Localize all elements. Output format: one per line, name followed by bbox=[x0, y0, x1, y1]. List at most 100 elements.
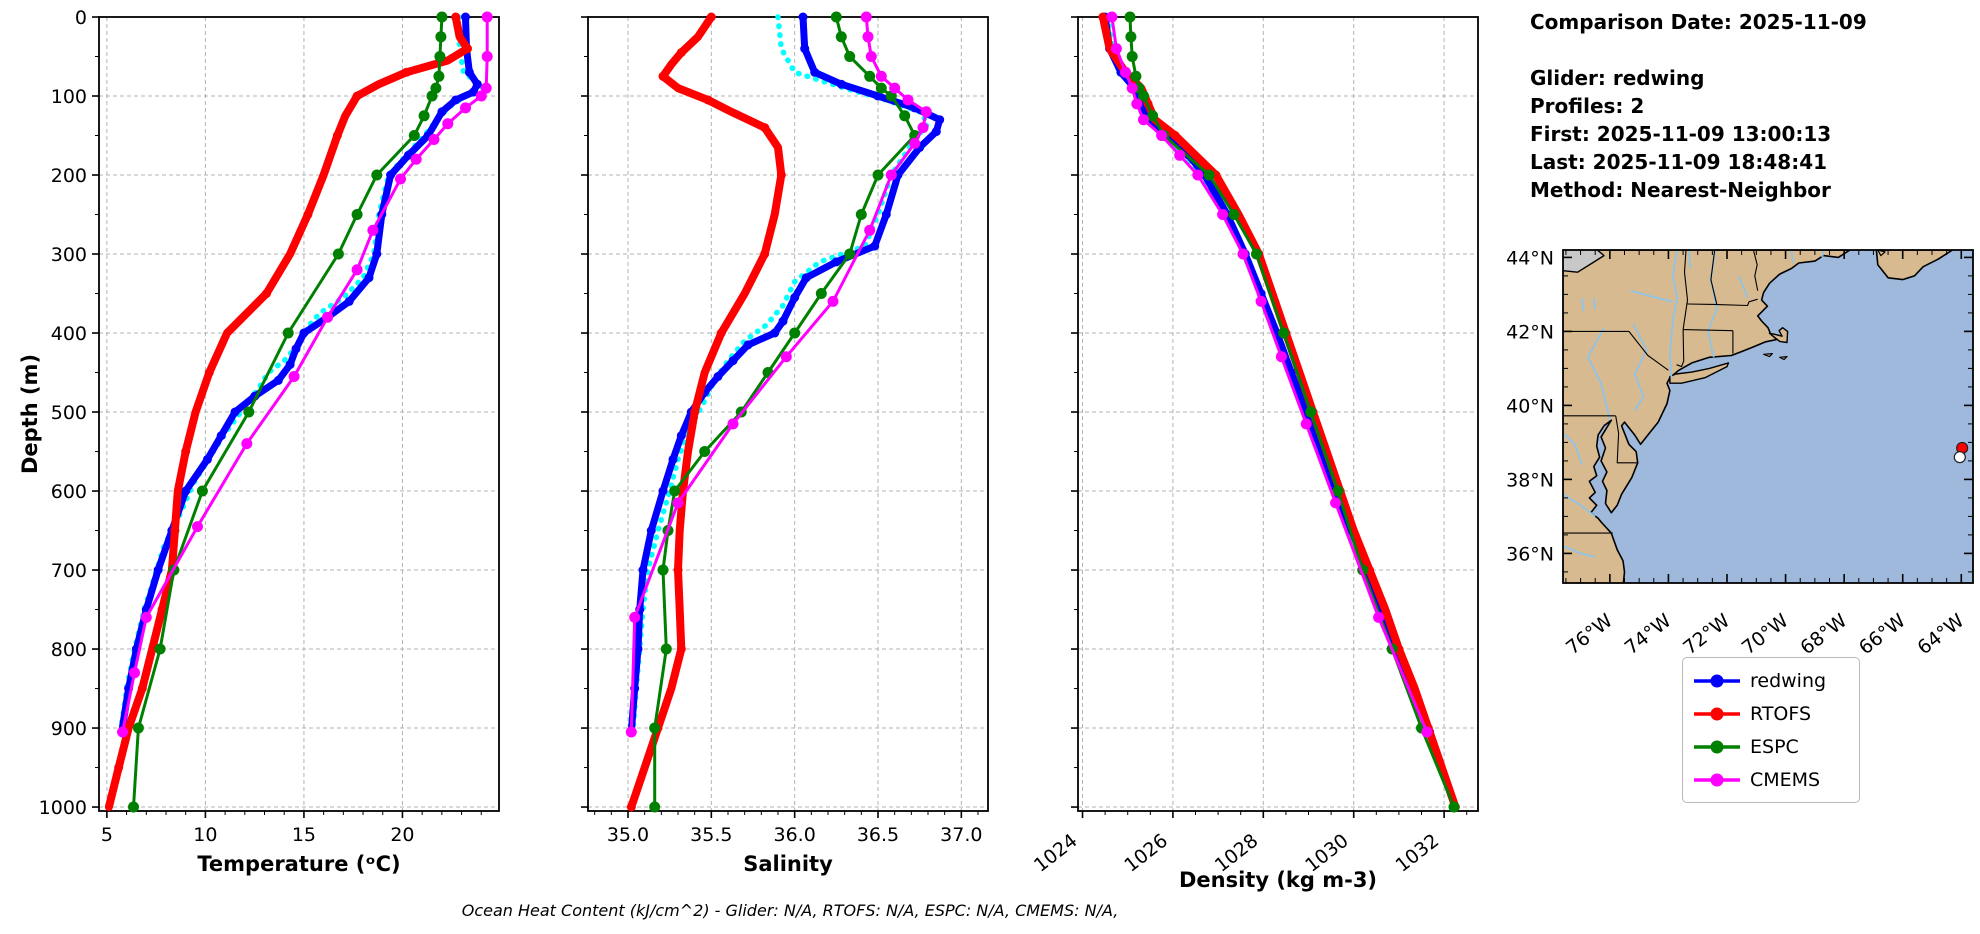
map-lat-label: 44°N bbox=[1506, 247, 1554, 269]
map-border bbox=[1676, 329, 1685, 368]
salinity-xtick-label: 35.0 bbox=[607, 824, 649, 846]
map-river bbox=[1587, 327, 1611, 421]
depth-tick-label: 800 bbox=[51, 639, 87, 661]
map-state-borders bbox=[1563, 250, 1759, 534]
map-river bbox=[1688, 250, 1692, 269]
density-minor-ticks bbox=[1074, 56, 1468, 815]
info-profiles: Profiles: 2 bbox=[1530, 94, 1645, 118]
series-CMEMS-temperature bbox=[117, 11, 493, 738]
info-panel: Comparison Date: 2025-11-09 Glider: redw… bbox=[1530, 8, 1867, 204]
map-border bbox=[1687, 298, 1758, 307]
legend-label: CMEMS bbox=[1750, 768, 1821, 791]
temperature-xtick-label: 5 bbox=[101, 824, 113, 846]
map-border bbox=[1628, 331, 1669, 371]
map-river bbox=[1790, 250, 1794, 264]
density-xtick-label: 1024 bbox=[1030, 830, 1082, 877]
map-lat-label: 36°N bbox=[1506, 543, 1554, 565]
legend-label: RTOFS bbox=[1750, 702, 1812, 725]
map-river bbox=[1737, 275, 1749, 299]
salinity-xtick-label: 36.5 bbox=[857, 824, 899, 846]
temperature-xtick-label: 10 bbox=[193, 824, 217, 846]
density-plot: 1024 1026 1028 1030 1032 bbox=[1030, 11, 1479, 877]
salinity-xtick-label: 37.0 bbox=[940, 824, 982, 846]
series-ESPC-temperature bbox=[128, 11, 448, 813]
map-river bbox=[1821, 250, 1825, 258]
map-river bbox=[1632, 323, 1648, 412]
depth-tick-label: 900 bbox=[51, 718, 87, 740]
map-river bbox=[1630, 289, 1674, 303]
legend-line-marker-icon bbox=[1694, 773, 1740, 786]
map-lon-label: 72°W bbox=[1679, 609, 1734, 659]
map-ticks bbox=[1563, 250, 1973, 583]
series-redwing-temperature bbox=[117, 12, 482, 737]
map-lat-label: 40°N bbox=[1506, 395, 1554, 417]
depth-tick-label: 0 bbox=[75, 7, 87, 29]
density-xtick-label: 1026 bbox=[1120, 830, 1172, 877]
legend-item-ESPC: ESPC bbox=[1683, 730, 1859, 763]
legend-label: redwing bbox=[1750, 669, 1827, 692]
map-island bbox=[1877, 250, 1886, 257]
map-river bbox=[1563, 493, 1596, 518]
legend-item-RTOFS: RTOFS bbox=[1683, 697, 1859, 730]
depth-tick-label: 700 bbox=[51, 560, 87, 582]
map-marthas-vineyard bbox=[1763, 353, 1773, 358]
legend-item-CMEMS: CMEMS bbox=[1683, 763, 1859, 796]
ocean-heat-content-caption: Ocean Heat Content (kJ/cm^2) - Glider: N… bbox=[461, 901, 1119, 920]
map-mainland bbox=[1563, 250, 1851, 583]
legend-line-marker-icon bbox=[1694, 707, 1740, 720]
series-CMEMS-density bbox=[1106, 11, 1433, 738]
density-xtick-label: 1030 bbox=[1301, 830, 1353, 877]
model-position-marker bbox=[1953, 451, 1966, 464]
map-cape-cod bbox=[1768, 327, 1789, 344]
series-redwing-salinity bbox=[626, 12, 945, 737]
legend-label: ESPC bbox=[1750, 735, 1799, 758]
map-river bbox=[1669, 250, 1679, 378]
series-CMEMS-salinity bbox=[625, 11, 932, 738]
density-xtick-label: 1032 bbox=[1392, 830, 1444, 877]
series-RTOFS-temperature bbox=[104, 12, 472, 811]
temperature-xtick-label: 20 bbox=[390, 824, 414, 846]
series-redwing-profile-2-temperature bbox=[117, 14, 486, 735]
temperature-xtick-label: 15 bbox=[292, 824, 316, 846]
map-lat-label: 38°N bbox=[1506, 469, 1554, 491]
map-nova-scotia bbox=[1875, 250, 1954, 281]
map-lon-label: 70°W bbox=[1738, 609, 1793, 659]
salinity-plot: 35.0 35.5 36.0 36.5 37.0 bbox=[581, 11, 989, 846]
map-lat-label: 42°N bbox=[1506, 321, 1554, 343]
legend-line-marker-icon bbox=[1694, 740, 1740, 753]
comparison-date: Comparison Date: 2025-11-09 bbox=[1530, 10, 1867, 34]
legend: redwing RTOFS ESPC CMEMS bbox=[1682, 657, 1860, 803]
map-river bbox=[1592, 297, 1597, 310]
salinity-xtick-label: 35.5 bbox=[690, 824, 732, 846]
map-long-island bbox=[1669, 362, 1730, 384]
density-axis-label: Density (kg m-3) bbox=[1178, 868, 1378, 892]
info-first: First: 2025-11-09 13:00:13 bbox=[1530, 122, 1832, 146]
map-border bbox=[1752, 250, 1759, 291]
depth-tick-label: 200 bbox=[51, 165, 87, 187]
temperature-axis-label: Temperature (ᵒC) bbox=[197, 852, 401, 876]
map-border bbox=[1682, 250, 1689, 330]
temperature-minor-ticks bbox=[95, 56, 482, 815]
map-lon-label: 76°W bbox=[1562, 609, 1617, 659]
info-glider: Glider: redwing bbox=[1530, 66, 1705, 90]
legend-line-marker-icon bbox=[1694, 674, 1740, 687]
density-xtick-label: 1028 bbox=[1211, 830, 1263, 877]
depth-tick-label: 400 bbox=[51, 323, 87, 345]
legend-item-redwing: redwing bbox=[1683, 664, 1859, 697]
depth-tick-label: 500 bbox=[51, 402, 87, 424]
map-border bbox=[1683, 329, 1733, 332]
series-RTOFS-density bbox=[1098, 12, 1460, 812]
salinity-axis-label: Salinity bbox=[743, 852, 833, 876]
map-border bbox=[1615, 415, 1638, 464]
map-lon-label: 66°W bbox=[1855, 609, 1910, 659]
map-lon-label: 64°W bbox=[1913, 609, 1968, 659]
location-map: 44°N 42°N 40°N 38°N 36°N 76°W 74°W 72°W 70°W 68°W… bbox=[1506, 247, 1974, 659]
map-border bbox=[1710, 250, 1718, 305]
map-river bbox=[1581, 297, 1585, 312]
map-nantucket bbox=[1779, 356, 1788, 361]
map-lon-label: 74°W bbox=[1621, 609, 1676, 659]
depth-tick-label: 600 bbox=[51, 481, 87, 503]
map-lon-label: 68°W bbox=[1796, 609, 1851, 659]
